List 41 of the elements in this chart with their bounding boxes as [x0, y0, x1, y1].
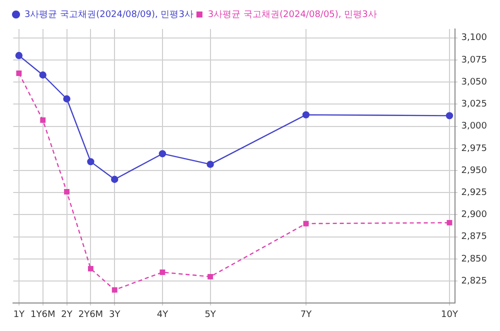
y-tick-label: 2,950: [461, 166, 488, 176]
x-tick-label: 1Y: [13, 310, 26, 320]
point: [112, 287, 118, 293]
point: [208, 274, 214, 280]
y-tick-label: 2,975: [461, 144, 487, 154]
point: [446, 112, 454, 120]
y-tick-label: 3,025: [461, 100, 487, 110]
y-tick-label: 2,825: [461, 276, 487, 286]
y-tick-label: 2,900: [461, 210, 488, 220]
point: [446, 220, 452, 226]
point: [160, 270, 166, 275]
x-tick-label: 4Y: [156, 310, 169, 320]
y-tick-label: 2,850: [461, 254, 488, 264]
legend-label: 3사평균 국고채권(2024/08/05), 민평3사: [208, 10, 377, 20]
x-tick-label: 10Y: [441, 310, 458, 320]
point: [39, 71, 46, 79]
y-tick-label: 2,925: [461, 188, 487, 198]
point: [87, 158, 94, 166]
x-tick-label: 7Y: [300, 310, 312, 320]
x-tick-label: 2Y: [61, 310, 73, 320]
y-tick-label: 2,875: [461, 232, 487, 242]
point: [88, 266, 94, 272]
y-tick-label: 3,075: [461, 55, 487, 66]
point: [15, 52, 23, 60]
y-tick-label: 3,100: [461, 33, 488, 44]
point: [206, 160, 214, 168]
point: [64, 189, 70, 194]
point: [16, 70, 22, 76]
legend-label: 3사평균 국고채권(2024/08/09), 민평3사: [24, 10, 194, 20]
x-tick-label: 3Y: [109, 310, 121, 320]
point: [158, 150, 166, 158]
y-tick-label: 3,000: [461, 122, 488, 132]
x-tick-label: 1Y6M: [30, 310, 56, 320]
point: [111, 176, 118, 183]
point: [40, 117, 46, 123]
y-tick-label: 3,050: [461, 77, 488, 88]
point: [302, 111, 310, 118]
x-tick-label: 2Y6M: [78, 310, 104, 320]
point: [303, 220, 309, 226]
point: [63, 95, 70, 102]
x-tick-label: 5Y: [204, 310, 216, 320]
